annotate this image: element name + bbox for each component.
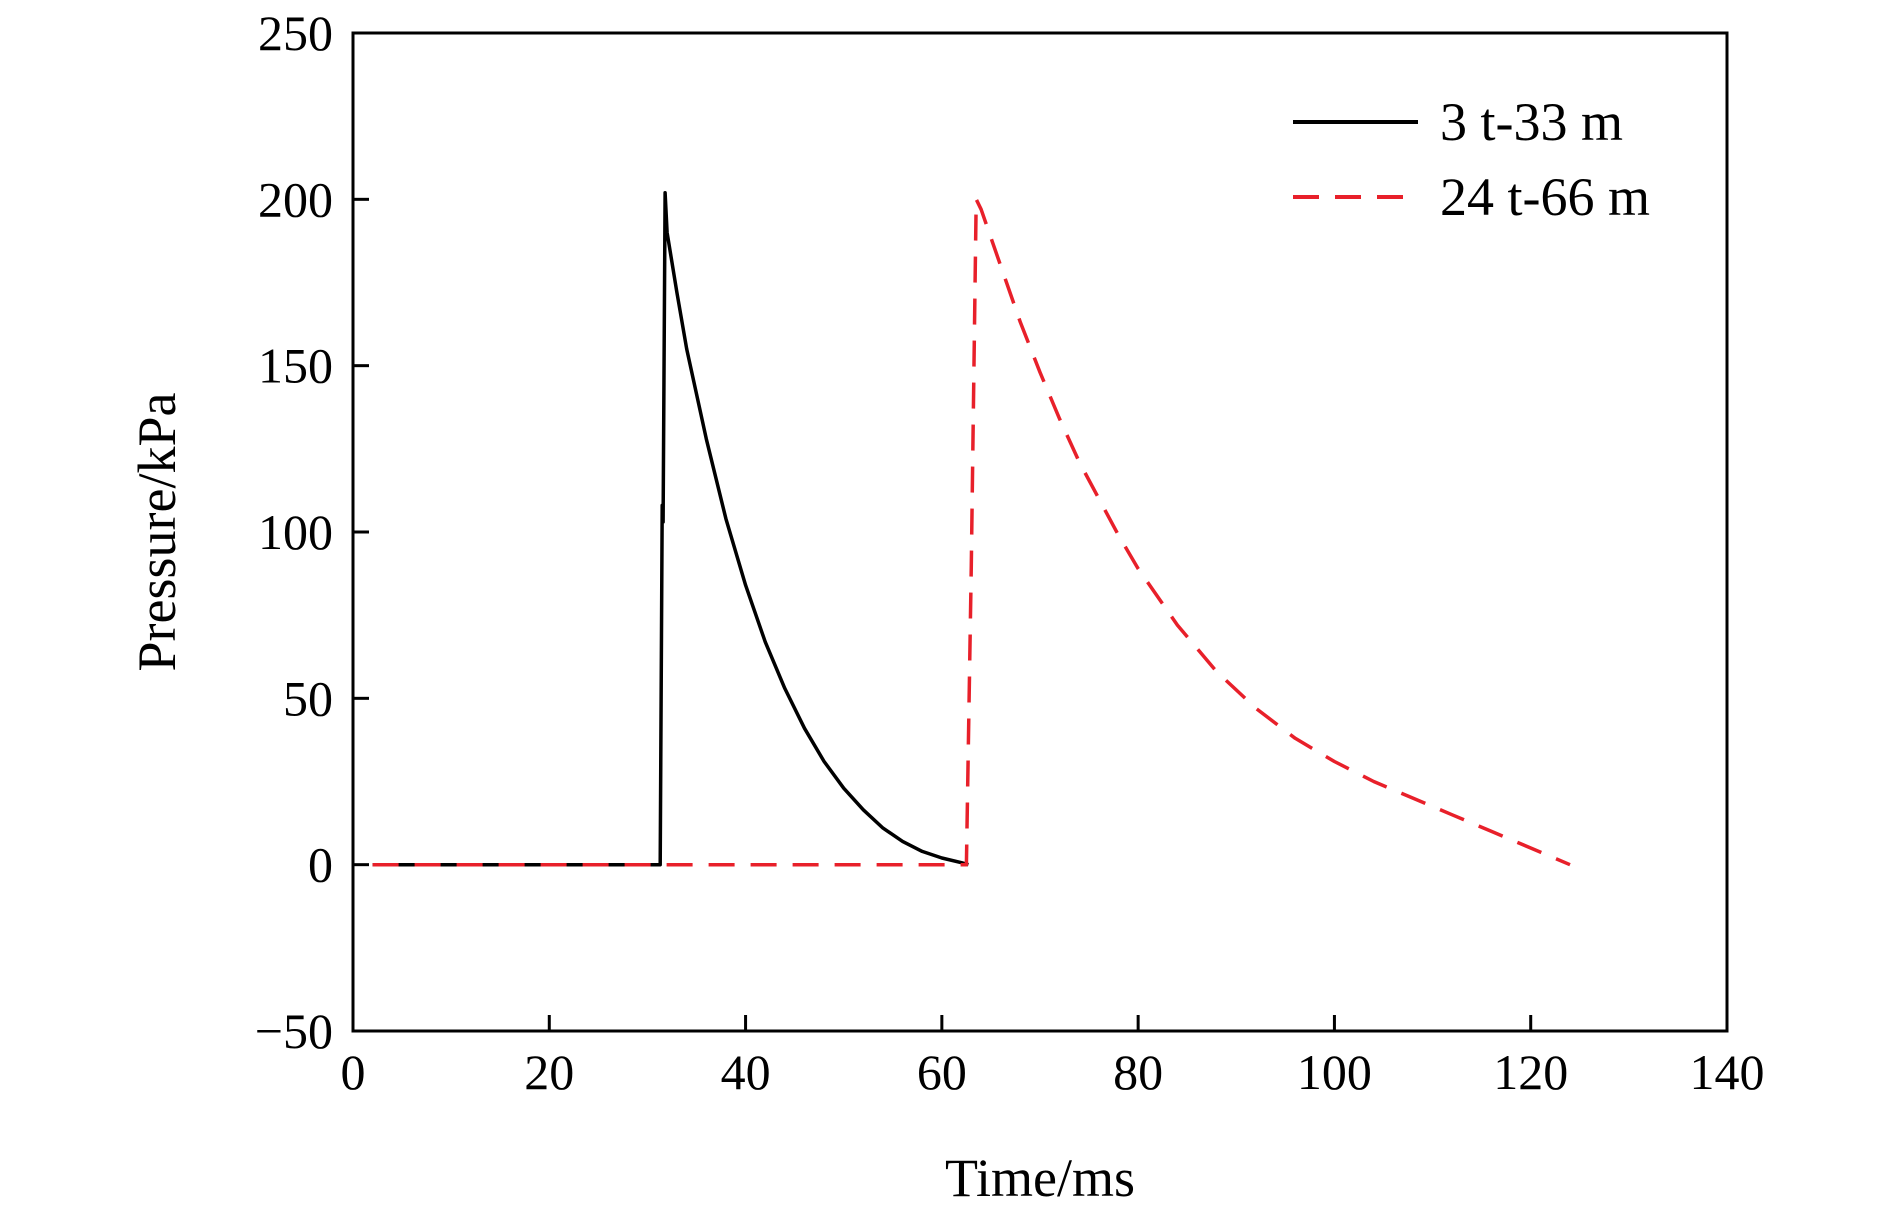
x-tick-label: 80 xyxy=(1113,1044,1163,1100)
y-tick-label: 100 xyxy=(258,504,333,560)
x-tick-label: 100 xyxy=(1297,1044,1372,1100)
y-tick-label: 250 xyxy=(258,5,333,61)
legend-label-1: 3 t-33 m xyxy=(1440,92,1623,152)
x-axis-ticks: 0 20 40 60 80 100 120 140 xyxy=(341,1015,1765,1100)
y-tick-label: −50 xyxy=(255,1003,333,1059)
x-tick-label: 120 xyxy=(1493,1044,1568,1100)
y-axis-title: Pressure/kPa xyxy=(127,392,187,671)
y-tick-label: 0 xyxy=(308,837,333,893)
x-axis-title: Time/ms xyxy=(945,1148,1135,1208)
series-line-1 xyxy=(372,190,969,867)
x-tick-label: 140 xyxy=(1690,1044,1765,1100)
y-tick-label: 200 xyxy=(258,171,333,227)
y-tick-label: 150 xyxy=(258,338,333,394)
y-axis-ticks: −50 0 50 100 150 200 250 xyxy=(255,5,369,1059)
legend: 3 t-33 m 24 t-66 m xyxy=(1293,92,1650,227)
series-layer xyxy=(372,190,1571,867)
x-tick-label: 0 xyxy=(341,1044,366,1100)
legend-label-2: 24 t-66 m xyxy=(1440,167,1650,227)
x-tick-label: 20 xyxy=(524,1044,574,1100)
series-line-2 xyxy=(372,197,1571,867)
y-tick-label: 50 xyxy=(283,670,333,726)
x-tick-label: 40 xyxy=(721,1044,771,1100)
x-tick-label: 60 xyxy=(917,1044,967,1100)
